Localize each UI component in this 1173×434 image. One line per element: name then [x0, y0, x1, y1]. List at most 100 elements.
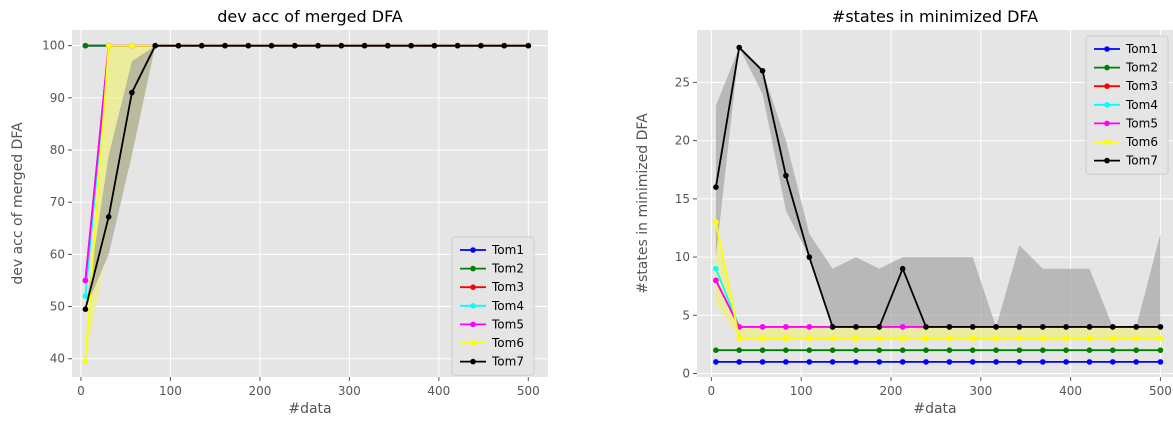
data-point-tom7: [783, 172, 789, 179]
data-point-tom6: [105, 42, 112, 49]
data-point-tom7: [713, 184, 719, 190]
data-point-tom7: [501, 42, 508, 49]
data-point-tom1: [946, 359, 953, 365]
legend-label-tom7: Tom7: [1125, 154, 1158, 168]
data-point-tom7: [969, 324, 976, 330]
data-point-tom1: [899, 359, 906, 365]
data-point-tom1: [993, 359, 999, 365]
data-point-tom5: [783, 324, 789, 330]
data-point-tom7: [408, 42, 414, 49]
data-point-tom6: [829, 335, 836, 342]
data-point-tom2: [1133, 347, 1139, 354]
data-point-tom6: [1086, 335, 1093, 342]
data-point-tom2: [993, 347, 999, 354]
legend-marker-tom6: [1104, 139, 1110, 145]
data-point-tom7: [1040, 324, 1046, 330]
data-point-tom6: [969, 335, 976, 342]
chart-dev-acc: 40 50 60 70 80 90 100 0 100 200 300 400 500 dev acc o…: [10, 7, 548, 417]
legend: Tom1 Tom2 Tom3 Tom4 Tom5 Tom6 Tom7: [1085, 35, 1169, 175]
data-point-tom6: [736, 335, 742, 342]
data-point-tom2: [1016, 347, 1023, 354]
data-point-tom1: [1063, 359, 1069, 365]
y-tick-label: 80: [50, 143, 65, 157]
data-point-tom7: [1110, 324, 1116, 330]
y-tick-label: 0: [682, 367, 690, 381]
data-point-tom2: [82, 42, 89, 49]
legend-label-tom6: Tom6: [1125, 135, 1158, 149]
data-point-tom7: [923, 324, 929, 330]
legend-marker-tom4: [470, 303, 476, 309]
x-axis-label: #data: [913, 401, 956, 417]
legend-marker-tom1: [1104, 46, 1110, 52]
data-point-tom2: [923, 347, 929, 354]
y-tick-label: 60: [50, 247, 65, 261]
data-point-tom1: [806, 359, 813, 365]
x-tick-label: 100: [159, 384, 182, 398]
data-point-tom2: [1110, 347, 1116, 354]
band-tom7: [715, 47, 1161, 327]
data-point-tom6: [1040, 335, 1046, 342]
data-point-tom7: [1086, 324, 1093, 330]
data-point-tom6: [806, 335, 813, 342]
data-point-tom7: [876, 324, 883, 330]
data-point-tom2: [829, 347, 836, 354]
data-point-tom1: [736, 359, 742, 365]
data-point-tom1: [1040, 359, 1046, 365]
x-tick-label: 200: [880, 384, 903, 398]
y-tick-label: 10: [675, 250, 690, 264]
data-point-tom5: [82, 277, 89, 284]
data-point-tom7: [1016, 324, 1023, 330]
data-point-tom6: [783, 335, 789, 342]
data-point-tom1: [713, 359, 719, 365]
data-point-tom1: [759, 359, 766, 365]
x-tick-label: 400: [1059, 384, 1082, 398]
data-point-tom7: [1133, 324, 1139, 330]
data-point-tom2: [899, 347, 906, 354]
x-axis-label: #data: [288, 401, 331, 417]
data-point-tom7: [152, 42, 158, 49]
data-point-tom5: [899, 324, 906, 330]
legend-marker-tom5: [470, 321, 476, 328]
data-point-tom6: [1110, 335, 1116, 342]
x-tick-label: 400: [427, 384, 450, 398]
series-line-tom6: [715, 221, 1161, 340]
legend-marker-tom1: [470, 247, 476, 253]
data-point-tom6: [899, 335, 906, 342]
y-tick-label: 20: [675, 134, 690, 148]
data-point-tom7: [759, 68, 766, 74]
legend-label-tom2: Tom2: [491, 262, 524, 276]
legend: Tom1 Tom2 Tom3 Tom4 Tom5 Tom6 Tom7: [451, 236, 535, 376]
x-tick-label: 0: [708, 384, 716, 398]
data-point-tom2: [806, 347, 813, 354]
data-point-tom6: [923, 335, 929, 342]
data-point-tom2: [759, 347, 766, 354]
data-point-tom6: [129, 42, 135, 49]
data-point-tom6: [1157, 335, 1164, 342]
data-point-tom1: [1110, 359, 1116, 365]
legend-marker-tom5: [1104, 120, 1110, 127]
y-tick-label: 90: [50, 91, 65, 105]
y-tick-label: 100: [42, 39, 65, 53]
data-point-tom7: [829, 324, 836, 330]
data-point-tom6: [876, 335, 883, 342]
data-point-tom2: [1040, 347, 1046, 354]
legend-label-tom3: Tom3: [1125, 79, 1158, 93]
data-point-tom1: [1016, 359, 1023, 365]
x-tick-label: 100: [790, 384, 813, 398]
data-point-tom6: [82, 358, 89, 365]
data-point-tom2: [1063, 347, 1069, 354]
legend-label-tom7: Tom7: [491, 355, 524, 369]
data-point-tom6: [713, 219, 719, 225]
chart-num-states: 0 5 10 15 20 25 0 100 200 300 400 500 #states in min…: [635, 7, 1173, 417]
data-point-tom7: [175, 42, 182, 49]
data-point-tom6: [946, 335, 953, 342]
data-point-tom7: [82, 306, 89, 313]
legend-marker-tom4: [1104, 102, 1110, 108]
data-point-tom7: [268, 42, 275, 49]
legend-label-tom5: Tom5: [491, 317, 524, 331]
data-point-tom7: [853, 324, 859, 330]
x-tick-label: 500: [1149, 384, 1172, 398]
legend-label-tom2: Tom2: [1125, 61, 1158, 75]
data-point-tom1: [1133, 359, 1139, 365]
data-point-tom1: [969, 359, 976, 365]
